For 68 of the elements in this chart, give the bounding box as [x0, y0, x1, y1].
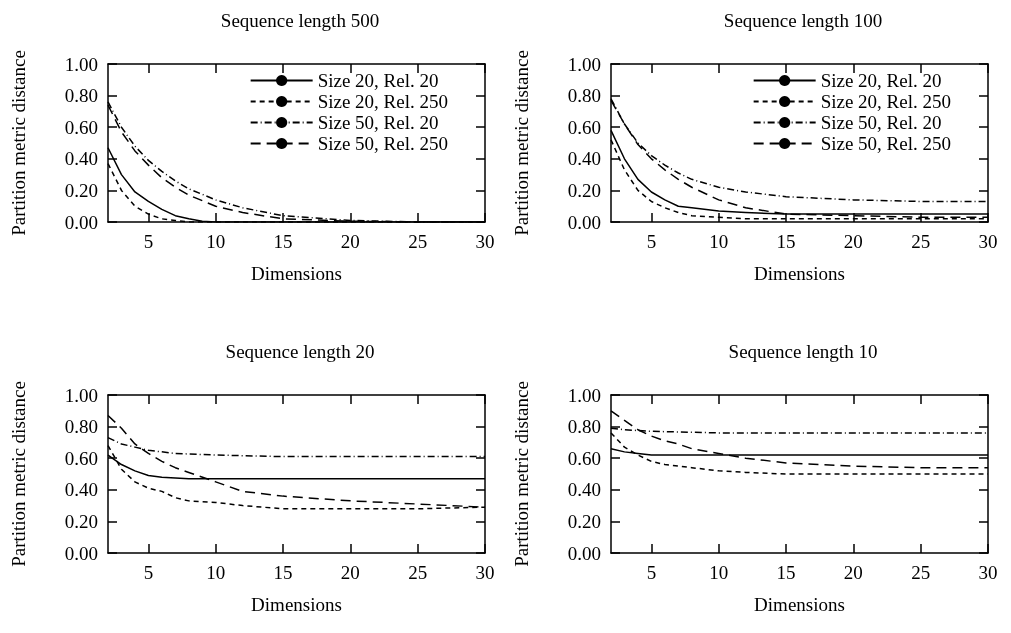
- y-tick-label: 0.80: [64, 85, 98, 107]
- legend-label: Size 50, Rel. 250: [317, 133, 449, 154]
- x-tick-label: 25: [408, 231, 428, 252]
- legend-label: Size 50, Rel. 20: [317, 112, 439, 133]
- y-tick-label: 0.40: [567, 479, 601, 501]
- x-tick-label: 15: [776, 231, 796, 252]
- chart-title: Sequence length 100: [723, 10, 883, 31]
- y-tick-label: 0.80: [567, 85, 601, 107]
- x-tick-label: 5: [646, 562, 657, 583]
- x-tick-label: 10: [206, 231, 226, 252]
- legend-label: Size 50, Rel. 20: [820, 112, 942, 133]
- y-tick-label: 0.60: [64, 116, 98, 138]
- x-tick-label: 30: [978, 562, 998, 583]
- x-tick-label: 20: [340, 562, 360, 583]
- y-tick-label: 0.20: [64, 179, 98, 201]
- chart-title: Sequence length 10: [728, 341, 878, 362]
- x-tick-label: 5: [646, 231, 657, 252]
- x-tick-label: 5: [143, 562, 154, 583]
- x-tick-label: 25: [408, 562, 428, 583]
- chart-title: Sequence length 500: [220, 10, 380, 31]
- y-tick-label: 0.40: [567, 148, 601, 170]
- x-axis-title: Dimensions: [754, 263, 845, 284]
- x-tick-label: 10: [206, 562, 226, 583]
- y-axis-title: Partition metric distance: [8, 381, 29, 567]
- y-tick-label: 0.00: [64, 542, 98, 564]
- x-tick-label: 15: [273, 562, 293, 583]
- legend-label: Size 20, Rel. 250: [820, 91, 952, 112]
- x-tick-label: 30: [978, 231, 998, 252]
- x-tick-label: 25: [911, 231, 931, 252]
- x-tick-label: 15: [776, 562, 796, 583]
- legend-label: Size 20, Rel. 250: [317, 91, 449, 112]
- legend-label: Size 20, Rel. 20: [317, 70, 439, 91]
- y-axis-title: Partition metric distance: [511, 50, 532, 236]
- x-tick-label: 20: [340, 231, 360, 252]
- y-tick-label: 0.60: [567, 447, 601, 469]
- y-tick-label: 0.00: [567, 211, 601, 233]
- x-axis-title: Dimensions: [251, 263, 342, 284]
- x-tick-label: 30: [475, 562, 495, 583]
- y-tick-label: 0.60: [567, 116, 601, 138]
- y-tick-label: 0.20: [567, 510, 601, 532]
- y-tick-label: 0.00: [567, 542, 601, 564]
- y-tick-label: 1.00: [567, 384, 601, 406]
- chart-title: Sequence length 20: [225, 341, 375, 362]
- y-tick-label: 1.00: [64, 53, 98, 75]
- y-tick-label: 1.00: [567, 53, 601, 75]
- x-axis-title: Dimensions: [754, 594, 845, 615]
- y-tick-label: 0.80: [64, 416, 98, 438]
- y-tick-label: 0.20: [64, 510, 98, 532]
- y-tick-label: 0.40: [64, 148, 98, 170]
- x-tick-label: 25: [911, 562, 931, 583]
- legend-label: Size 20, Rel. 20: [820, 70, 942, 91]
- x-tick-label: 15: [273, 231, 293, 252]
- y-tick-label: 1.00: [64, 384, 98, 406]
- x-axis-title: Dimensions: [251, 594, 342, 615]
- x-tick-label: 10: [709, 562, 729, 583]
- y-axis-title: Partition metric distance: [511, 381, 532, 567]
- x-tick-label: 5: [143, 231, 154, 252]
- y-tick-label: 0.00: [64, 211, 98, 233]
- y-tick-label: 0.40: [64, 479, 98, 501]
- y-tick-label: 0.80: [567, 416, 601, 438]
- x-tick-label: 10: [709, 231, 729, 252]
- legend-label: Size 50, Rel. 250: [820, 133, 952, 154]
- x-tick-label: 20: [843, 562, 863, 583]
- x-tick-label: 20: [843, 231, 863, 252]
- y-tick-label: 0.60: [64, 447, 98, 469]
- x-tick-label: 30: [475, 231, 495, 252]
- y-tick-label: 0.20: [567, 179, 601, 201]
- y-axis-title: Partition metric distance: [8, 50, 29, 236]
